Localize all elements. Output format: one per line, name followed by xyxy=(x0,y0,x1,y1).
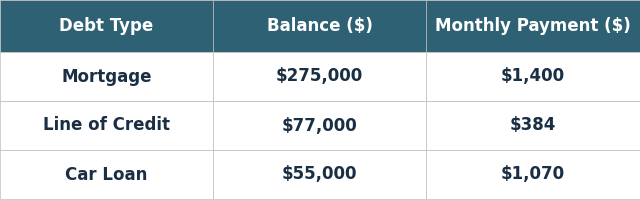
Text: $77,000: $77,000 xyxy=(282,116,357,134)
Text: Debt Type: Debt Type xyxy=(60,17,154,35)
Text: $275,000: $275,000 xyxy=(276,68,363,86)
Text: Balance ($): Balance ($) xyxy=(267,17,372,35)
Text: $1,070: $1,070 xyxy=(501,166,565,184)
Text: Car Loan: Car Loan xyxy=(65,166,148,184)
Bar xyxy=(426,150,640,199)
Bar xyxy=(0,101,213,150)
Text: Line of Credit: Line of Credit xyxy=(43,116,170,134)
Text: $55,000: $55,000 xyxy=(282,166,357,184)
Text: $1,400: $1,400 xyxy=(501,68,565,86)
Text: Mortgage: Mortgage xyxy=(61,68,152,86)
Text: Monthly Payment ($): Monthly Payment ($) xyxy=(435,17,631,35)
Bar xyxy=(0,52,213,101)
Text: $384: $384 xyxy=(510,116,556,134)
Bar xyxy=(213,52,426,101)
Bar xyxy=(426,101,640,150)
Bar xyxy=(213,0,426,52)
Bar xyxy=(0,0,213,52)
Bar xyxy=(0,150,213,199)
Bar xyxy=(426,0,640,52)
Bar xyxy=(213,101,426,150)
Bar xyxy=(213,150,426,199)
Bar xyxy=(426,52,640,101)
